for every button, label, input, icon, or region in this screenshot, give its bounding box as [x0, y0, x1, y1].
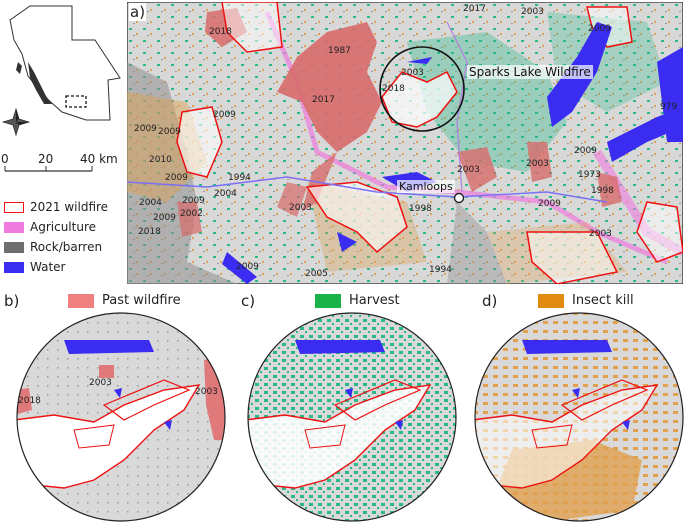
year-label: 2009	[588, 24, 611, 34]
sparks-lake-label: Sparks Lake Wildfire	[467, 65, 593, 79]
year-label: 2003	[457, 165, 480, 175]
fire-2021-sparks-lake	[381, 70, 458, 128]
north-arrow-icon	[1, 107, 31, 137]
legend-item-rock: Rock/barren	[4, 240, 102, 254]
insect-kill-swatch	[538, 293, 564, 308]
panel-b-key-label: Past wildfire	[102, 293, 181, 308]
year-label: 2017	[463, 4, 486, 14]
year-label: 2010	[149, 155, 172, 165]
scale-tick-40: 40 km	[80, 152, 118, 166]
panel-c-key-label: Harvest	[349, 293, 400, 308]
year-label: 2003	[589, 229, 612, 239]
legend-label: Water	[30, 260, 66, 274]
harvest-swatch	[315, 293, 341, 308]
year-label: 2003	[521, 7, 544, 17]
legend-item-water: Water	[4, 260, 65, 274]
panel-c-zoom-map	[247, 312, 457, 522]
legend-label: Rock/barren	[30, 240, 103, 254]
year-label: 2018	[138, 227, 161, 237]
past-fire-year: 2018	[18, 396, 41, 406]
year-label: 2018	[209, 27, 232, 37]
legend-label: Agriculture	[30, 220, 96, 234]
year-label: 2018	[382, 84, 405, 94]
year-label: 1973	[578, 170, 601, 180]
year-label: 1998	[409, 204, 432, 214]
year-label: 2005	[305, 269, 328, 279]
kamloops-label: Kamloops	[397, 180, 455, 193]
year-label: 1987	[328, 46, 351, 56]
year-label: 2004	[139, 198, 162, 208]
panel-d-zoom-map	[474, 312, 684, 522]
year-label: 2003	[289, 203, 312, 213]
study-area-box	[65, 95, 87, 108]
year-label: 1998	[591, 186, 614, 196]
panel-a-map	[127, 2, 683, 284]
province-outline	[9, 5, 121, 121]
past-fire-year: 2003	[195, 387, 218, 397]
year-label: 2009	[134, 124, 157, 134]
year-label: 2009	[236, 262, 259, 272]
inset-map	[1, 5, 121, 172]
legend-item-wildfire: 2021 wildfire	[4, 200, 108, 214]
year-label: 2009	[574, 146, 597, 156]
panel-b-key: Past wildfire	[68, 293, 181, 308]
panel-c-letter: c)	[241, 292, 256, 310]
year-label: 1994	[429, 265, 452, 275]
year-label: 2017	[312, 95, 335, 105]
island-small	[16, 62, 22, 74]
scale-tick-0: 0	[1, 152, 9, 166]
kamloops-marker	[453, 192, 465, 204]
year-label: 979	[660, 102, 678, 112]
panel-d-key-label: Insect kill	[572, 293, 634, 308]
legend-swatch-wildfire	[4, 201, 24, 213]
coast-islands	[28, 62, 52, 104]
year-label: 2009	[213, 110, 236, 120]
legend-swatch-agriculture	[4, 221, 24, 233]
year-label: 2009	[158, 127, 181, 137]
year-label: 2009	[538, 199, 561, 209]
legend-label: 2021 wildfire	[30, 200, 109, 214]
past-wildfire-swatch	[68, 293, 94, 308]
panel-c-key: Harvest	[315, 293, 400, 308]
panel-b-zoom-map	[16, 312, 226, 522]
past-fire-year: 2003	[89, 378, 112, 388]
year-label: 2009	[182, 196, 205, 206]
scale-tick-20: 20	[38, 152, 54, 166]
year-label: 1994	[228, 173, 251, 183]
year-label: 2002	[180, 209, 203, 219]
panel-d-key: Insect kill	[538, 293, 634, 308]
year-label: 2003	[401, 68, 424, 78]
panel-a-letter: a)	[129, 3, 147, 21]
legend-item-agriculture: Agriculture	[4, 220, 96, 234]
legend-swatch-water	[4, 261, 24, 273]
year-label: 2009	[153, 213, 176, 223]
panel-d-letter: d)	[482, 292, 498, 310]
year-label: 2004	[214, 189, 237, 199]
year-label: 2009	[165, 173, 188, 183]
year-label: 2003	[526, 159, 549, 169]
legend-swatch-rock	[4, 241, 24, 253]
sparks-lake-circle	[379, 46, 465, 132]
past-fire-1987-2017	[277, 22, 382, 152]
panel-b-letter: b)	[4, 292, 20, 310]
